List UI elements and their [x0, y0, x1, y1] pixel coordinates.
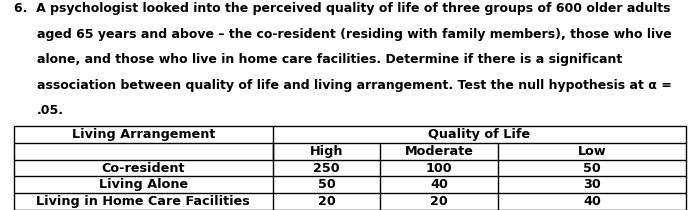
Text: 6.  A psychologist looked into the perceived quality of life of three groups of : 6. A psychologist looked into the percei… — [14, 2, 670, 15]
Text: High: High — [310, 145, 343, 158]
Text: Living in Home Care Facilities: Living in Home Care Facilities — [37, 195, 250, 208]
Text: Quality of Life: Quality of Life — [428, 128, 530, 141]
Text: 40: 40 — [430, 178, 448, 191]
Text: 20: 20 — [317, 195, 335, 208]
Text: 250: 250 — [313, 161, 340, 175]
Text: 30: 30 — [583, 178, 601, 191]
Text: 100: 100 — [426, 161, 453, 175]
Text: 20: 20 — [430, 195, 448, 208]
Text: .05.: .05. — [37, 104, 64, 117]
Text: alone, and those who live in home care facilities. Determine if there is a signi: alone, and those who live in home care f… — [37, 53, 622, 66]
Text: Low: Low — [578, 145, 606, 158]
Text: Co-resident: Co-resident — [101, 161, 185, 175]
Text: aged 65 years and above – the co-resident (residing with family members), those : aged 65 years and above – the co-residen… — [37, 28, 672, 41]
Text: Living Arrangement: Living Arrangement — [71, 128, 215, 141]
Text: Living Alone: Living Alone — [98, 178, 188, 191]
Text: 50: 50 — [317, 178, 335, 191]
Text: 50: 50 — [583, 161, 601, 175]
Text: Moderate: Moderate — [405, 145, 473, 158]
Text: 40: 40 — [583, 195, 601, 208]
Text: association between quality of life and living arrangement. Test the null hypoth: association between quality of life and … — [37, 79, 672, 92]
